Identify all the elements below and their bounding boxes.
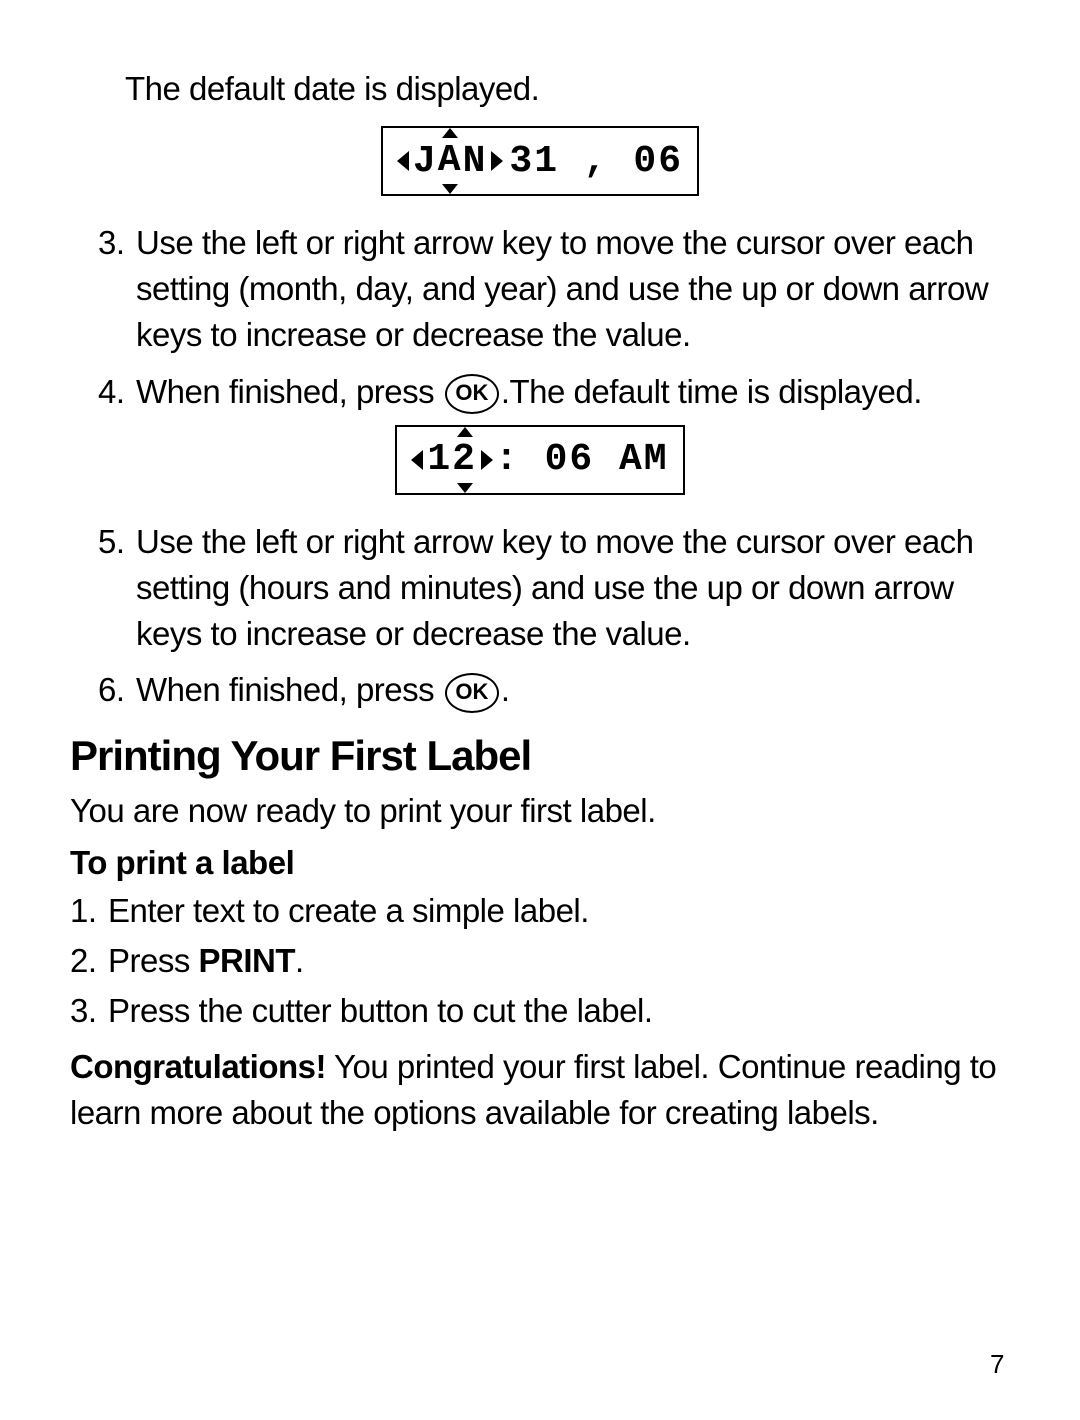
step-number: 3. (70, 988, 108, 1034)
ok-button-icon: OK (445, 673, 499, 713)
body-text: You are now ready to print your first la… (70, 792, 1010, 830)
lcd-down-arrow-icon (457, 483, 473, 493)
step-4: 4. When finished, press OK.The default t… (98, 369, 1010, 415)
lcd-time-rest: : 06 AM (495, 438, 669, 481)
step-3: 3. Use the left or right arrow key to mo… (98, 220, 1010, 359)
intro-text: The default date is displayed. (125, 70, 1010, 108)
lcd-right-arrow-icon (491, 151, 503, 171)
step-number: 2. (70, 938, 108, 984)
lcd-left-arrow-icon (411, 450, 423, 470)
lcd-up-arrow-icon (457, 427, 473, 437)
lcd-right-arrow-icon (481, 450, 493, 470)
print-step-3: 3. Press the cutter button to cut the la… (70, 988, 1010, 1034)
lcd-up-arrow-icon (442, 128, 458, 138)
step-body: Enter text to create a simple label. (108, 888, 1010, 934)
section-heading: Printing Your First Label (70, 732, 1010, 780)
lcd-down-arrow-icon (442, 184, 458, 194)
lcd-time-focus-char: 2 (452, 441, 477, 479)
step-body: When finished, press OK. (136, 667, 1010, 713)
step-number: 1. (70, 888, 108, 934)
step-body: Press PRINT. (108, 938, 1010, 984)
step-body: Use the left or right arrow key to move … (136, 220, 1010, 359)
subsection-heading: To print a label (70, 844, 1010, 882)
page-number: 7 (990, 1349, 1004, 1380)
ok-button-icon: OK (445, 374, 499, 414)
print-step-2: 2. Press PRINT. (70, 938, 1010, 984)
step-number: 4. (98, 369, 136, 415)
congratulations-paragraph: Congratulations! You printed your first … (70, 1044, 1010, 1136)
lcd-time-display: 1 2 : 06 AM (395, 425, 684, 495)
lcd-left-arrow-icon (397, 151, 409, 171)
step-body: Use the left or right arrow key to move … (136, 519, 1010, 658)
lcd-date-display: J A N 31 , 06 (381, 126, 699, 196)
step-number: 6. (98, 667, 136, 713)
lcd-time-pre: 1 (427, 438, 452, 481)
step-5: 5. Use the left or right arrow key to mo… (98, 519, 1010, 658)
lcd-date-rest: 31 , 06 (509, 140, 683, 183)
step-body: When finished, press OK.The default time… (136, 369, 1010, 415)
lcd-date-focus-char: A (438, 142, 463, 180)
lcd-date-post: N (463, 140, 488, 183)
print-step-1: 1. Enter text to create a simple label. (70, 888, 1010, 934)
congratulations-bold: Congratulations! (70, 1048, 326, 1085)
step-number: 5. (98, 519, 136, 658)
step-6: 6. When finished, press OK. (98, 667, 1010, 713)
step-number: 3. (98, 220, 136, 359)
print-keyword: PRINT (199, 942, 296, 979)
lcd-date-pre: J (413, 140, 438, 183)
step-body: Press the cutter button to cut the label… (108, 988, 1010, 1034)
